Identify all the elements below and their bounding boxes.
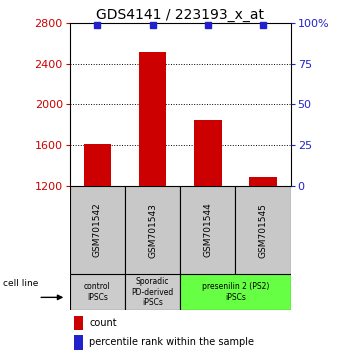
Bar xyxy=(139,51,166,186)
Text: GSM701542: GSM701542 xyxy=(93,203,102,257)
Bar xyxy=(74,336,83,350)
Text: GSM701543: GSM701543 xyxy=(148,202,157,258)
Bar xyxy=(70,274,125,310)
Bar xyxy=(125,274,180,310)
Bar xyxy=(194,120,222,186)
Bar xyxy=(84,144,111,186)
Text: count: count xyxy=(89,318,117,327)
Bar xyxy=(180,186,235,274)
Text: control
IPSCs: control IPSCs xyxy=(84,282,111,302)
Text: GSM701544: GSM701544 xyxy=(203,203,212,257)
Bar xyxy=(235,186,291,274)
Bar xyxy=(125,186,180,274)
Title: GDS4141 / 223193_x_at: GDS4141 / 223193_x_at xyxy=(96,8,264,22)
Text: GSM701545: GSM701545 xyxy=(259,202,268,258)
Text: percentile rank within the sample: percentile rank within the sample xyxy=(89,337,254,348)
Bar xyxy=(249,177,277,186)
Bar xyxy=(74,315,83,330)
Text: presenilin 2 (PS2)
iPSCs: presenilin 2 (PS2) iPSCs xyxy=(202,282,269,302)
Bar xyxy=(70,186,125,274)
Bar xyxy=(180,274,291,310)
Text: Sporadic
PD-derived
iPSCs: Sporadic PD-derived iPSCs xyxy=(132,277,174,307)
Text: cell line: cell line xyxy=(3,279,39,288)
